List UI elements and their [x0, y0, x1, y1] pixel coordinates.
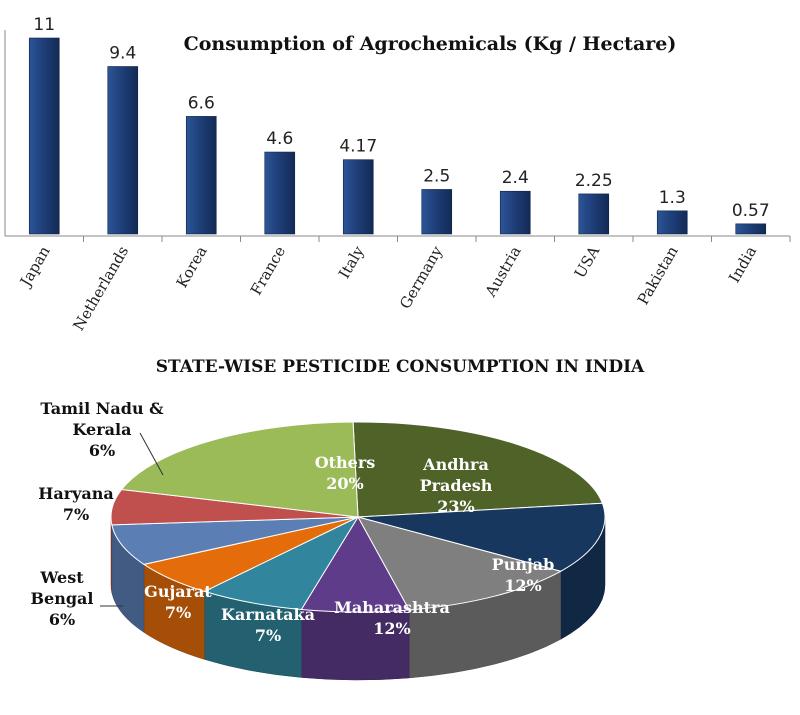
pie-label-haryana: Haryana 7%: [38, 484, 114, 524]
bar-chart: Consumption of Agrochemicals (Kg / Hecta…: [4, 15, 791, 334]
bar-india: [735, 223, 767, 235]
pie-slice-punjab: [357, 502, 606, 572]
pie-slice-maharashtra: [356, 516, 563, 611]
bar-france: [264, 151, 296, 235]
pie-chart-title: STATE-WISE PESTICIDE CONSUMPTION IN INDI…: [156, 357, 645, 377]
bar-tick-label-japan: Japan: [16, 243, 54, 291]
pie-slice-others: [120, 421, 359, 518]
pie-labels-layer: Andhra Pradesh 23% Punjab 12% Maharashtra 12% K…: [31, 399, 555, 645]
pie-slice-karnataka: [300, 516, 410, 613]
bar-tick-label-usa: USA: [571, 243, 604, 281]
bar-value-label-pakistan: 1.3: [659, 188, 686, 208]
pie-slice-andhra-pradesh: [352, 421, 604, 518]
pie-label-maharashtra: Maharashtra 12%: [334, 598, 450, 638]
pie-label-andhra-pradesh: Andhra Pradesh 23%: [420, 455, 493, 516]
bar-value-label-korea: 6.6: [188, 93, 215, 113]
bar-netherlands: [107, 66, 139, 235]
pie-leader-line-tamil-nadu-kerala: [139, 432, 164, 476]
pie-label-karnataka: Karnataka 7%: [221, 605, 315, 645]
bar-tick-label-india: India: [725, 243, 760, 286]
pie-label-others: Others 20%: [315, 453, 376, 493]
bar-japan: [28, 37, 60, 235]
pie-label-punjab: Punjab 12%: [492, 555, 555, 595]
bar-tick-label-italy: Italy: [335, 243, 368, 282]
pie-slice-gujarat: [203, 515, 360, 610]
bar-value-label-austria: 2.4: [502, 168, 529, 188]
bars-layer: 11 Japan 9.4 Netherlands 6.6 Korea 4.6 France 4.…: [16, 15, 791, 334]
bar-value-label-india: 0.57: [732, 201, 770, 221]
pie-label-gujarat: Gujarat 7%: [144, 582, 212, 622]
bar-value-label-germany: 2.5: [423, 166, 450, 186]
pie-side-tamil-nadu-kerala: [110, 516, 113, 593]
pie-label-tamil-nadu-kerala: Tamil Nadu & Kerala 6%: [40, 399, 164, 460]
bar-italy: [342, 159, 374, 235]
bar-tick-label-germany: Germany: [396, 243, 447, 312]
pie-label-west-bengal: West Bengal 6%: [31, 568, 94, 629]
bar-usa: [578, 193, 610, 235]
bar-tick-label-austria: Austria: [481, 243, 525, 301]
pie-sides-layer: [110, 516, 606, 681]
bar-germany: [421, 189, 453, 235]
bar-value-label-netherlands: 9.4: [109, 44, 136, 64]
bar-korea: [185, 116, 217, 235]
bar-value-label-france: 4.6: [266, 129, 293, 149]
bar-value-label-italy: 4.17: [339, 137, 377, 157]
pie-slice-haryana: [111, 516, 359, 565]
bar-tick-label-korea: Korea: [173, 243, 211, 291]
bar-value-label-usa: 2.25: [575, 171, 613, 191]
bar-tick-label-france: France: [247, 243, 289, 298]
bar-tick-label-pakistan: Pakistan: [634, 243, 682, 308]
bar-pakistan: [656, 210, 688, 235]
pie-top-layer: [110, 421, 606, 613]
bar-value-label-japan: 11: [33, 15, 55, 35]
bar-chart-title: Consumption of Agrochemicals (Kg / Hecta…: [184, 33, 677, 55]
bar-tick-label-netherlands: Netherlands: [69, 243, 132, 334]
pie-chart: STATE-WISE PESTICIDE CONSUMPTION IN INDI…: [31, 357, 645, 681]
bar-austria: [499, 190, 531, 235]
